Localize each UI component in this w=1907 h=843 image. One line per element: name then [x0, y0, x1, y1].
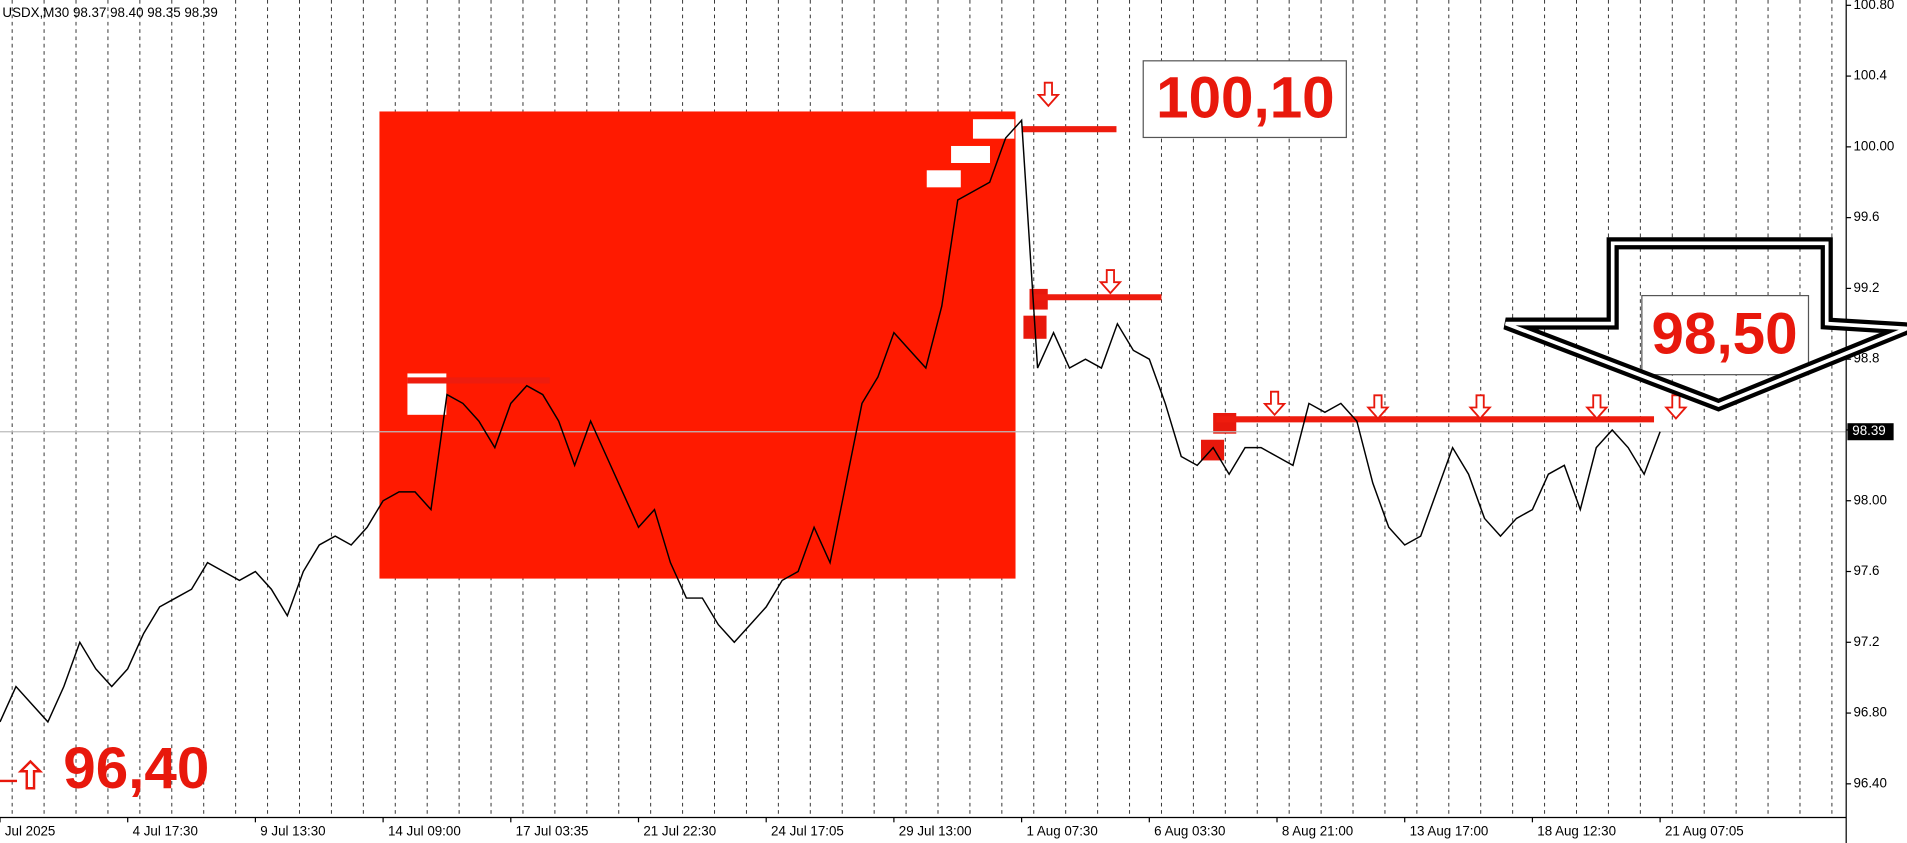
annotation-box	[1641, 294, 1810, 376]
chart-header: USDX,M30 98.37 98.40 98.35 98.39	[2, 5, 217, 20]
x-tick-label: 24 Jul 17:05	[771, 824, 844, 839]
annotation: 96,40	[63, 736, 209, 801]
x-tick-label: 18 Aug 12:30	[1537, 824, 1616, 839]
y-tick-label: 100.00	[1853, 138, 1894, 153]
annotation: 100,10	[1156, 66, 1335, 131]
x-tick-label: 21 Aug 07:05	[1665, 824, 1744, 839]
y-tick-label: 98.00	[1853, 492, 1886, 507]
down-arrow-marker	[1262, 390, 1287, 417]
annotation: 98,50	[1652, 302, 1798, 367]
down-arrow-marker	[1366, 394, 1390, 420]
order-box	[972, 119, 1015, 139]
order-box	[926, 170, 961, 188]
red-zone	[379, 111, 1016, 579]
x-tick-label: 8 Aug 21:00	[1282, 824, 1353, 839]
annotation-box	[1142, 60, 1347, 139]
down-arrow-marker	[1468, 394, 1492, 420]
down-arrow-marker	[1585, 394, 1609, 420]
down-arrow-marker	[1664, 394, 1688, 420]
down-arrow-marker	[1098, 269, 1123, 295]
big-arrow-inner	[1505, 241, 1907, 408]
down-arrow-marker	[1036, 81, 1061, 108]
price-line	[0, 118, 1661, 724]
x-tick-label: Jul 2025	[5, 824, 56, 839]
y-tick-label: 96.40	[1853, 775, 1886, 790]
x-tick-label: 21 Jul 22:30	[643, 824, 716, 839]
x-tick-label: 4 Jul 17:30	[133, 824, 198, 839]
y-tick-label: 100.4	[1853, 68, 1887, 83]
y-tick-label: 98.8	[1853, 351, 1879, 366]
y-tick-label: 100.80	[1853, 0, 1894, 12]
x-tick-label: 1 Aug 07:30	[1026, 824, 1097, 839]
up-arrow-marker	[0, 759, 44, 790]
y-tick-label: 97.6	[1853, 563, 1879, 578]
x-tick-label: 29 Jul 13:00	[899, 824, 972, 839]
x-tick-label: 9 Jul 13:30	[260, 824, 325, 839]
x-tick-label: 17 Jul 03:35	[516, 824, 589, 839]
y-tick-label: 99.6	[1853, 209, 1879, 224]
x-tick-label: 13 Aug 17:00	[1410, 824, 1489, 839]
y-tick-label: 96.80	[1853, 705, 1886, 720]
current-price-label: 98.39	[1852, 423, 1885, 438]
order-box	[951, 145, 990, 164]
y-tick-label: 97.2	[1853, 634, 1879, 649]
x-tick-label: 14 Jul 09:00	[388, 824, 461, 839]
y-tick-label: 99.2	[1853, 280, 1879, 295]
current-price-box	[1847, 423, 1894, 441]
x-tick-label: 6 Aug 03:30	[1154, 824, 1225, 839]
